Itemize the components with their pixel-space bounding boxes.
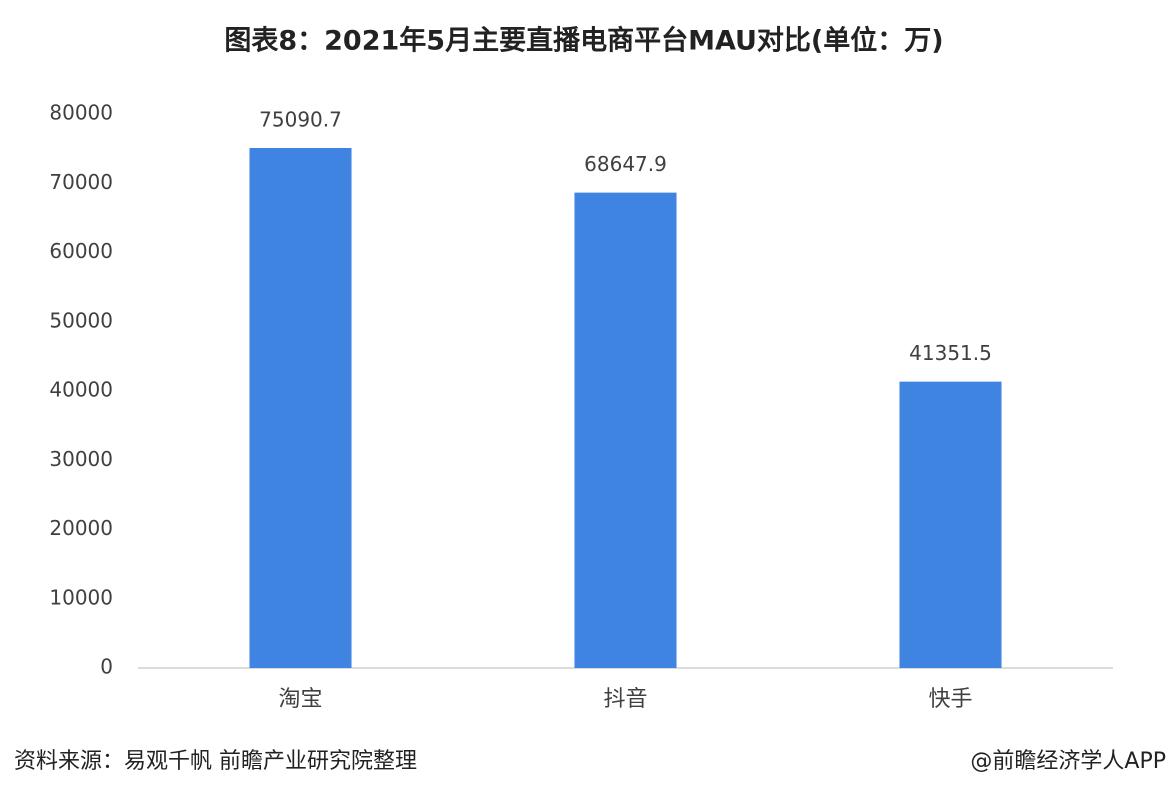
y-tick-label: 80000 bbox=[49, 101, 113, 125]
y-tick-label: 40000 bbox=[49, 378, 113, 402]
y-tick-label: 10000 bbox=[49, 585, 113, 609]
y-tick-label: 70000 bbox=[49, 170, 113, 194]
y-tick-label: 30000 bbox=[49, 447, 113, 471]
x-tick-label: 淘宝 bbox=[278, 687, 322, 712]
chart-title: 图表8：2021年5月主要直播电商平台MAU对比(单位：万) bbox=[224, 25, 943, 57]
bar bbox=[899, 381, 1002, 668]
bar bbox=[249, 147, 352, 669]
value-label: 68647.9 bbox=[584, 152, 667, 176]
x-tick-label: 抖音 bbox=[603, 687, 647, 712]
y-tick-label: 50000 bbox=[49, 308, 113, 332]
y-tick-label: 60000 bbox=[49, 239, 113, 263]
source-note: 资料来源：易观千帆 前瞻产业研究院整理 bbox=[14, 749, 417, 774]
x-tick-label: 快手 bbox=[928, 687, 972, 712]
bar bbox=[574, 192, 677, 669]
credit: @前瞻经济学人APP bbox=[970, 749, 1166, 774]
value-label: 41351.5 bbox=[909, 341, 992, 365]
y-tick-label: 20000 bbox=[49, 516, 113, 540]
y-tick-label: 0 bbox=[100, 655, 113, 679]
value-label: 75090.7 bbox=[259, 107, 342, 131]
